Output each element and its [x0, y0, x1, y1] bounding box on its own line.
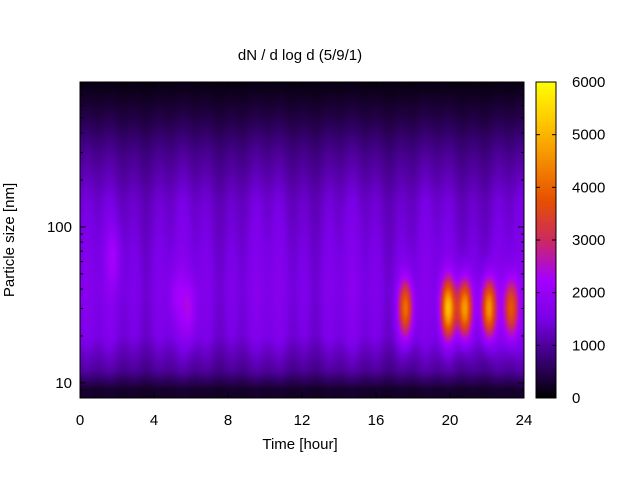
- colorbar-tick-label: 4000: [572, 179, 605, 196]
- y-axis-ticks: 10 100: [47, 85, 524, 399]
- colorbar-ticks: 0 1000 2000 3000 4000 5000 6000: [536, 74, 605, 407]
- x-tick-label: 12: [294, 412, 311, 429]
- colorbar-tick-label: 5000: [572, 127, 605, 144]
- colorbar-tick-label: 3000: [572, 232, 605, 249]
- colorbar-tick-label: 2000: [572, 285, 605, 302]
- x-axis-ticks: 0 4 8 12 16 20 24: [76, 82, 533, 429]
- heatmap-image: [80, 82, 524, 398]
- y-tick-label: 10: [55, 375, 72, 392]
- colorbar-image: [536, 82, 556, 398]
- x-tick-label: 8: [224, 412, 232, 429]
- x-tick-label: 20: [442, 412, 459, 429]
- colorbar-tick-label: 6000: [572, 74, 605, 91]
- x-tick-label: 0: [76, 412, 84, 429]
- x-axis-label: Time [hour]: [262, 436, 337, 453]
- y-axis-label: Particle size [nm]: [1, 183, 18, 297]
- y-tick-label: 100: [47, 219, 72, 236]
- colorbar-tick-label: 1000: [572, 337, 605, 354]
- x-tick-label: 16: [368, 412, 385, 429]
- colorbar-tick-label: 0: [572, 390, 580, 407]
- chart-title: dN / d log d (5/9/1): [238, 47, 362, 64]
- x-tick-label: 4: [150, 412, 158, 429]
- x-tick-label: 24: [516, 412, 533, 429]
